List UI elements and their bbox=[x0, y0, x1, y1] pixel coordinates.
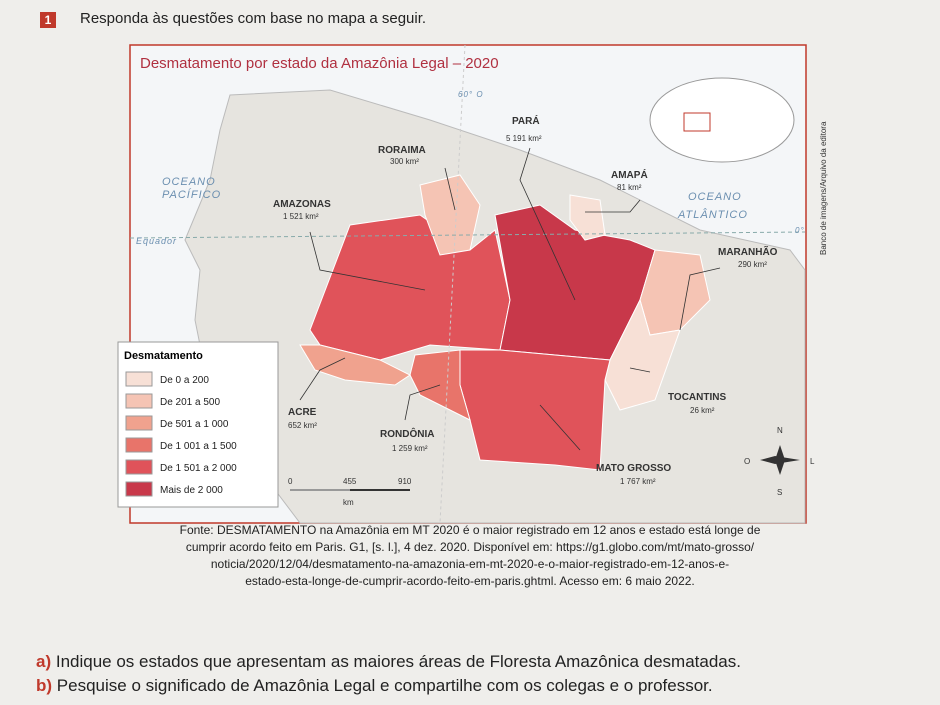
state-amapa bbox=[569, 194, 606, 241]
scale-label: 455 bbox=[343, 477, 357, 486]
state-name: RORAIMA bbox=[378, 145, 426, 156]
legend-label: De 1 501 a 2 000 bbox=[160, 463, 237, 474]
leader-line bbox=[679, 267, 721, 331]
state-acre bbox=[299, 344, 411, 386]
leader-line bbox=[629, 367, 651, 373]
legend-swatch bbox=[125, 437, 153, 453]
meridian-label: 60° O bbox=[458, 90, 484, 99]
scale-label: 910 bbox=[398, 477, 412, 486]
source-line: estado-esta-longe-de-cumprir-acordo-feit… bbox=[245, 574, 695, 588]
state-name: RONDÔNIA bbox=[380, 427, 434, 440]
state-name: TOCANTINS bbox=[668, 392, 726, 403]
compass-s: S bbox=[777, 488, 782, 497]
question-b: b) Pesquise o significado de Amazônia Le… bbox=[36, 676, 713, 696]
compass-l: L bbox=[810, 457, 815, 466]
compass-o: O bbox=[744, 457, 750, 466]
leader-line bbox=[519, 147, 576, 301]
zero-label: 0° bbox=[795, 226, 805, 235]
legend-swatch bbox=[125, 459, 153, 475]
source: Fonte: DESMATAMENTO na Amazônia em MT 20… bbox=[100, 522, 840, 590]
leader-line bbox=[309, 231, 426, 291]
state-value: 5 191 km² bbox=[506, 134, 542, 143]
equator-label: Equador bbox=[136, 236, 177, 246]
map-title: Desmatamento por estado da Amazônia Lega… bbox=[140, 55, 499, 72]
legend-title: Desmatamento bbox=[124, 350, 203, 362]
state-name: AMAZONAS bbox=[273, 199, 331, 210]
credit: Banco de imagens/Arquivo da editora bbox=[819, 121, 828, 255]
leader-line bbox=[299, 357, 346, 401]
compass-n: N bbox=[777, 426, 783, 435]
state-roraima bbox=[419, 174, 481, 256]
ocean-label: OCEANO bbox=[162, 176, 216, 188]
leader-line bbox=[585, 199, 641, 213]
question-text: Pesquise o significado de Amazônia Legal… bbox=[56, 676, 713, 695]
state-tocantins bbox=[604, 298, 681, 411]
globe-inset bbox=[649, 77, 795, 163]
compass bbox=[760, 456, 800, 464]
state-value: 1 521 km² bbox=[283, 212, 319, 221]
legend-swatch bbox=[125, 371, 153, 387]
state-name: MARANHÃO bbox=[718, 245, 778, 258]
source-line: Fonte: DESMATAMENTO na Amazônia em MT 20… bbox=[179, 523, 761, 537]
ocean-label: OCEANO bbox=[688, 191, 742, 203]
state-name: PARÁ bbox=[512, 114, 540, 127]
globe-highlight bbox=[683, 112, 711, 132]
equator-line bbox=[129, 231, 806, 239]
question-letter: a) bbox=[36, 652, 52, 671]
state-name: ACRE bbox=[288, 407, 317, 418]
state-name: MATO GROSSO bbox=[596, 463, 671, 474]
scale-label: 0 bbox=[288, 477, 293, 486]
state-value: 26 km² bbox=[690, 406, 715, 415]
question-number-box bbox=[40, 12, 56, 28]
scale-unit: km bbox=[343, 498, 354, 507]
state-value: 81 km² bbox=[617, 183, 642, 192]
state-value: 652 km² bbox=[288, 421, 317, 430]
legend-label: De 1 001 a 1 500 bbox=[160, 441, 237, 452]
source-line: cumprir acordo feito em Paris. G1, [s. l… bbox=[185, 540, 755, 554]
legend-swatch bbox=[125, 481, 153, 497]
state-value: 1 259 km² bbox=[392, 444, 428, 453]
leader-line bbox=[404, 384, 441, 421]
legend-label: Mais de 2 000 bbox=[160, 485, 223, 496]
meridian-line bbox=[439, 44, 466, 524]
state-name: AMAPÁ bbox=[611, 168, 648, 181]
state-value: 300 km² bbox=[390, 157, 419, 166]
question-letter: b) bbox=[36, 676, 53, 695]
source-line: noticia/2020/12/04/desmatamento-na-amazo… bbox=[210, 557, 730, 571]
ocean-label: ATLÂNTICO bbox=[677, 208, 748, 221]
instruction: Responda às questões com base no mapa a … bbox=[80, 10, 427, 27]
leader-line bbox=[539, 404, 581, 451]
question-text: Indique os estados que apresentam as mai… bbox=[55, 652, 741, 671]
legend-label: De 501 a 1 000 bbox=[160, 419, 229, 430]
legend-label: De 0 a 200 bbox=[160, 375, 209, 386]
ocean-label: PACÍFICO bbox=[162, 188, 221, 201]
leader-line bbox=[444, 167, 456, 211]
state-value: 290 km² bbox=[738, 260, 767, 269]
legend-label: De 201 a 500 bbox=[160, 397, 220, 408]
question-a: a) Indique os estados que apresentam as … bbox=[36, 652, 741, 672]
state-mato-grosso bbox=[459, 349, 611, 471]
legend-swatch bbox=[125, 415, 153, 431]
state-value: 1 767 km² bbox=[620, 477, 656, 486]
question-number: 1 bbox=[44, 13, 52, 27]
legend-swatch bbox=[125, 393, 153, 409]
